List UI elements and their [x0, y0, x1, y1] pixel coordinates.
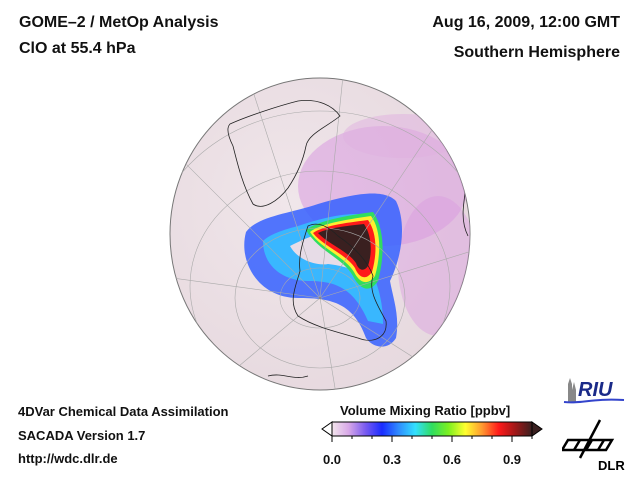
clo-max-core: [318, 224, 371, 270]
footer-line2: SACADA Version 1.7: [18, 428, 146, 443]
colorbar-min-arrow: [321, 421, 333, 437]
colorbar-tick-label: 0.3: [382, 452, 402, 467]
globe-map: [169, 77, 471, 391]
colorbar-title: Volume Mixing Ratio [ppbv]: [340, 403, 511, 418]
colorbar-tick-label: 0.0: [322, 452, 342, 467]
riu-logo: RIU: [563, 378, 625, 404]
colorbar-tick-label: 0.6: [442, 452, 462, 467]
colorbar-tick-label: 0.9: [502, 452, 522, 467]
dlr-text: DLR: [598, 458, 625, 473]
title-line2: ClO at 55.4 hPa: [19, 40, 136, 57]
south-pole-marker: [318, 296, 322, 300]
wave-icon: [563, 398, 625, 404]
dlr-emblem-icon: [562, 419, 615, 459]
colorbar-gradient: [331, 421, 533, 437]
south-america: [227, 99, 341, 207]
antarctica: [292, 223, 387, 341]
footer-url[interactable]: http://wdc.dlr.de: [18, 451, 118, 466]
cathedral-icon: [568, 378, 576, 402]
colorbar-max-arrow: [531, 421, 543, 437]
title-line1: GOME–2 / MetOp Analysis: [19, 14, 219, 31]
australia-edge: [267, 374, 309, 378]
haze-region: [343, 114, 463, 158]
date-label: Aug 16, 2009, 12:00 GMT: [432, 14, 620, 31]
region-label: Southern Hemisphere: [453, 44, 620, 61]
colorbar: [321, 421, 543, 442]
dlr-logo: DLR: [562, 419, 625, 473]
footer-line1: 4DVar Chemical Data Assimilation: [18, 404, 229, 419]
riu-text: RIU: [578, 379, 613, 401]
